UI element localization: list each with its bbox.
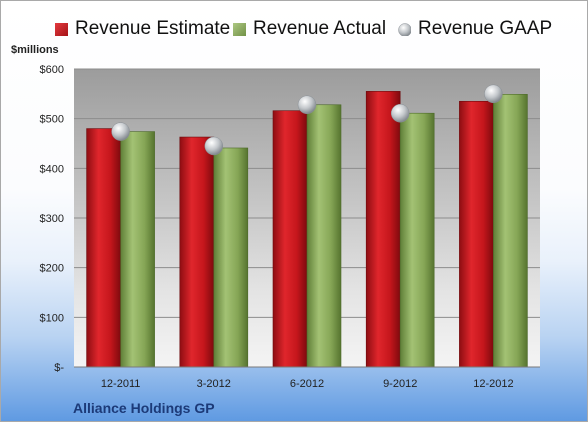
bar-revenue-estimate [179,136,215,368]
legend-label: Revenue Actual [253,18,387,39]
marker-revenue-gaap [204,136,224,156]
bar-revenue-actual [120,131,155,368]
legend-swatch [398,22,411,36]
legend-swatch [55,22,68,36]
x-tick-label: 12-2012 [473,378,513,390]
marker-revenue-gaap [297,95,317,115]
chart-legend: Revenue Estimate Revenue Actual Revenue GA… [1,17,587,41]
marker-revenue-gaap [390,103,410,123]
x-tick-label: 9-2012 [383,378,417,390]
bar-revenue-actual [213,147,249,368]
y-tick-label: $100 [40,312,64,324]
x-tick-label: 3-2012 [197,378,231,390]
y-axis-title: $millions [11,44,59,56]
marker-revenue-gaap [484,84,503,104]
company-name: Alliance Holdings GP [73,400,215,416]
y-tick-label: $- [54,362,64,374]
x-tick-label: 12-2011 [101,378,141,390]
bar-revenue-actual [399,112,435,368]
bar-revenue-estimate [459,100,494,368]
legend-label: Revenue Estimate [75,18,231,39]
bar-revenue-actual [493,94,528,368]
y-tick-label: $200 [40,263,64,275]
y-tick-label: $500 [40,114,64,126]
bar-revenue-estimate [86,128,121,368]
legend-label: Revenue GAAP [418,18,553,39]
legend-item: Revenue Actual [233,17,386,41]
legend-item: Revenue GAAP [398,17,552,41]
y-tick-label: $300 [40,213,64,225]
x-tick-label: 6-2012 [290,378,324,390]
y-tick-label: $400 [40,163,64,175]
bar-revenue-estimate [272,110,308,368]
legend-swatch [233,22,246,36]
marker-revenue-gaap [111,122,130,141]
legend-item: Revenue Estimate [55,17,230,41]
bar-revenue-estimate [365,91,401,368]
bar-revenue-actual [306,104,342,368]
y-tick-label: $600 [40,64,64,76]
